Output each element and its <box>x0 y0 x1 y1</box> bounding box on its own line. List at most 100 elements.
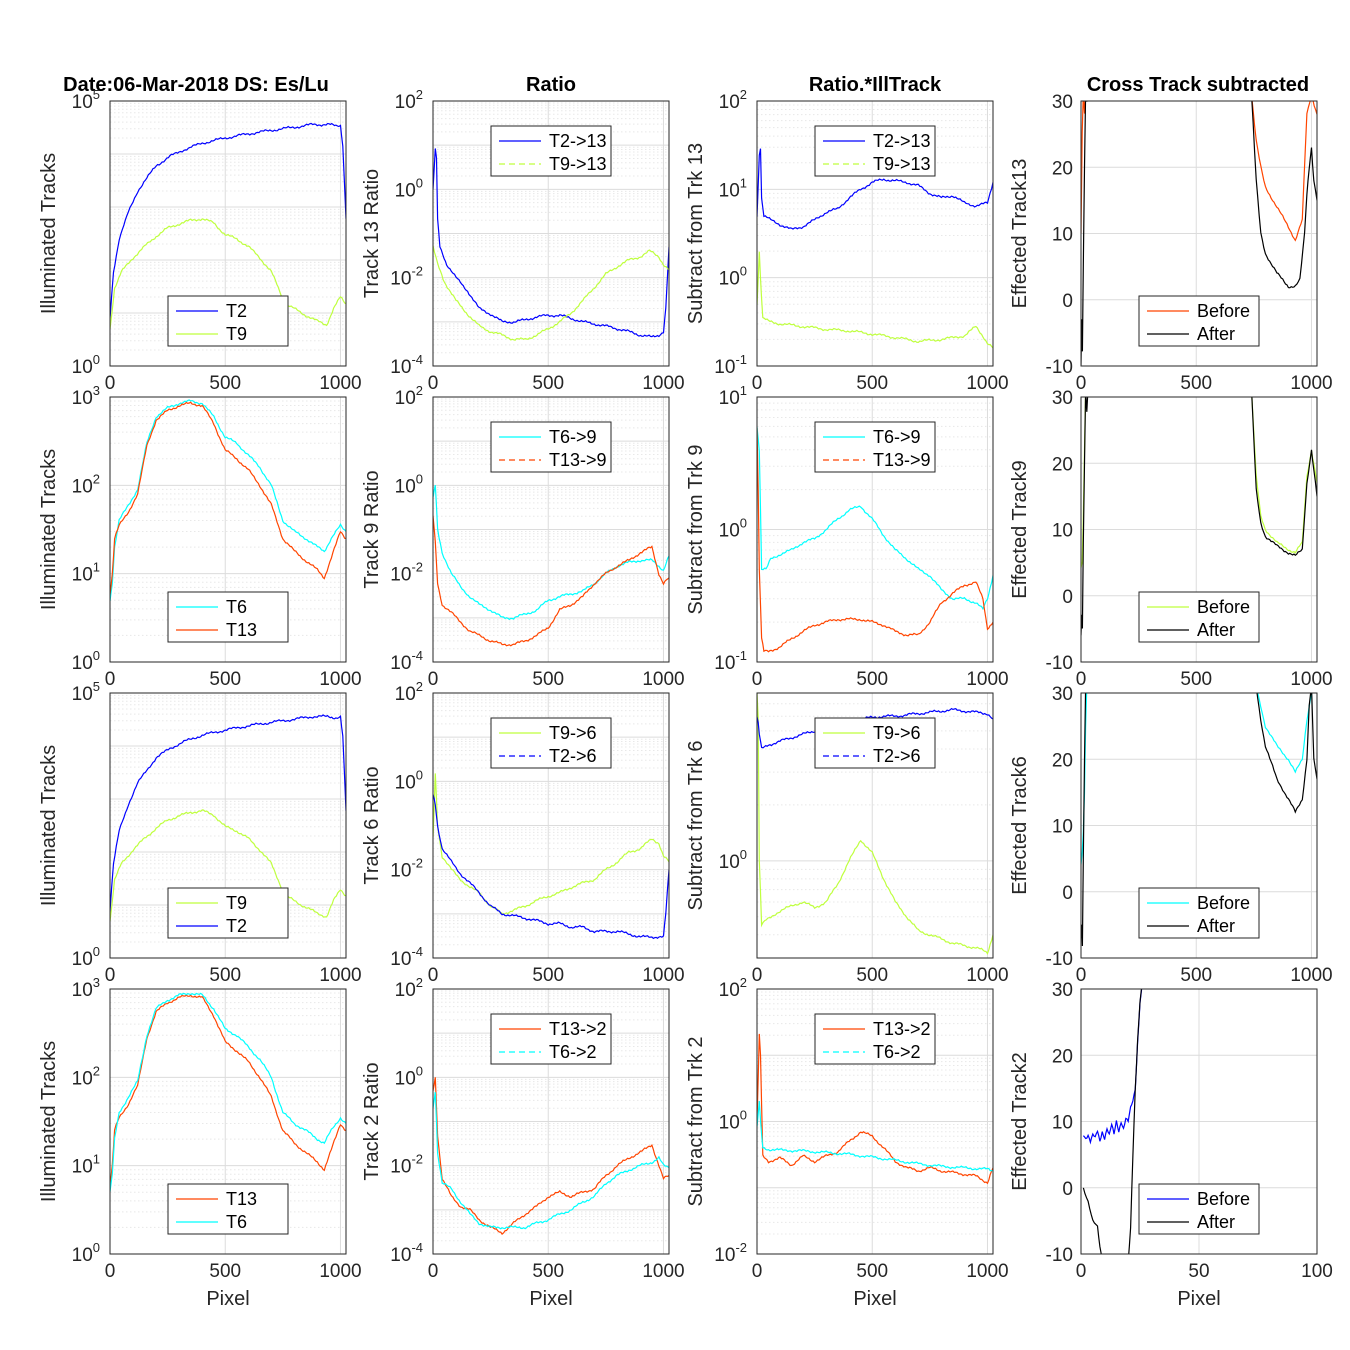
x-tick-label: 50 <box>1188 1261 1209 1282</box>
series-line-before <box>1082 989 1143 1145</box>
y-axis-label: Illuminated Tracks <box>38 745 60 906</box>
x-tick-label: 100 <box>1301 1261 1333 1282</box>
series-line-t6-2 <box>757 1100 993 1172</box>
series-group <box>433 148 669 341</box>
legend-entry: T2 <box>226 301 247 321</box>
y-tick-label: 101 <box>72 560 100 586</box>
legend: T13->2 T6->2 <box>490 1013 612 1065</box>
series-line-after <box>1082 989 1143 1254</box>
y-axis-label: Track 13 Ratio <box>361 169 383 298</box>
legend-entry: T13->9 <box>549 450 607 470</box>
series-group <box>757 693 993 955</box>
series-line-t13 <box>110 401 346 595</box>
x-tick-label: 0 <box>1076 373 1087 394</box>
y-tick-label: 100 <box>72 944 100 970</box>
y-tick-label: -10 <box>1046 949 1073 970</box>
legend-entry: T9->13 <box>873 154 931 174</box>
axes-box <box>756 692 994 959</box>
series-line-before <box>1081 397 1317 568</box>
series-line-after <box>1081 397 1317 636</box>
grid <box>432 397 669 663</box>
x-tick-label: 500 <box>209 669 241 690</box>
y-axis-label: Track 9 Ratio <box>361 470 383 588</box>
axes-box <box>432 692 670 959</box>
series-line-t13-9 <box>433 515 669 647</box>
y-tick-label: 103 <box>72 975 100 1001</box>
y-tick-label: 10-4 <box>390 944 423 970</box>
x-tick-label: 500 <box>532 1261 564 1282</box>
legend-entry: T2->6 <box>873 746 921 766</box>
series-line-t9-6 <box>433 773 669 916</box>
series-line-after <box>1081 693 1317 947</box>
x-tick-label: 500 <box>1180 965 1212 986</box>
axes-box <box>432 100 670 367</box>
series-group <box>110 399 346 602</box>
legend-entry: T13->2 <box>873 1019 931 1039</box>
legend: T13->2 T6->2 <box>814 1013 936 1065</box>
axes-box <box>756 100 994 367</box>
x-axis-label: Pixel <box>1177 1288 1220 1310</box>
x-tick-label: 0 <box>752 373 763 394</box>
y-tick-label: 10 <box>1052 521 1073 542</box>
y-tick-label: 0 <box>1062 291 1073 312</box>
series-group <box>433 1077 669 1235</box>
subplot-p22: 0 500 1000 100 Subtract from Trk 6 T9->6 T2->6 <box>685 692 1009 986</box>
grid <box>432 693 669 959</box>
y-tick-label: 102 <box>719 975 747 1001</box>
legend-entry: T9 <box>226 893 247 913</box>
legend-entry: Before <box>1197 597 1250 617</box>
legend: T6->9 T13->9 <box>490 421 612 473</box>
x-tick-label: 1000 <box>966 373 1008 394</box>
y-tick-label: 102 <box>72 1063 100 1089</box>
y-tick-label: 100 <box>395 767 423 793</box>
y-tick-label: 10-2 <box>390 560 423 586</box>
series-line-t13-2 <box>757 1033 993 1185</box>
y-tick-label: 101 <box>719 175 747 201</box>
legend-box <box>1138 887 1260 939</box>
legend-entry: After <box>1197 916 1235 936</box>
axes-box <box>109 100 347 367</box>
series-line-t13-9 <box>757 427 993 653</box>
series-line-t6 <box>110 399 346 602</box>
x-tick-label: 500 <box>209 1261 241 1282</box>
series-group <box>1081 397 1317 636</box>
legend: Before After <box>1138 1183 1260 1235</box>
legend-box <box>1138 1183 1260 1235</box>
legend-box <box>814 1013 936 1065</box>
y-tick-label: 30 <box>1052 980 1073 1001</box>
x-tick-label: 500 <box>1180 373 1212 394</box>
series-group <box>757 426 993 653</box>
x-tick-label: 500 <box>532 373 564 394</box>
y-tick-label: 10-4 <box>390 352 423 378</box>
legend-box <box>167 887 289 939</box>
x-tick-label: 0 <box>752 1261 763 1282</box>
legend-entry: T13->2 <box>549 1019 607 1039</box>
x-tick-label: 1000 <box>319 669 361 690</box>
y-tick-label: 20 <box>1052 158 1073 179</box>
legend-entry: After <box>1197 1212 1235 1232</box>
y-axis-label: Subtract from Trk 6 <box>685 740 707 910</box>
y-tick-label: 30 <box>1052 388 1073 409</box>
series-line-t9 <box>110 218 346 329</box>
legend-entry: After <box>1197 324 1235 344</box>
series-line-t9 <box>110 809 346 922</box>
y-tick-label: 30 <box>1052 684 1073 705</box>
y-tick-label: 103 <box>72 383 100 409</box>
x-tick-label: 500 <box>856 1261 888 1282</box>
series-line-t2-13 <box>433 148 669 338</box>
legend-box <box>1138 295 1260 347</box>
legend-entry: T6 <box>226 597 247 617</box>
legend-entry: T6 <box>226 1212 247 1232</box>
y-tick-label: 100 <box>395 175 423 201</box>
legend-entry: T6->2 <box>549 1042 597 1062</box>
y-axis-label: Subtract from Trk 2 <box>685 1036 707 1206</box>
legend: T2->13 T9->13 <box>490 125 612 177</box>
grid <box>109 101 346 367</box>
column-title-4: Cross Track subtracted <box>1087 74 1309 96</box>
x-tick-label: 500 <box>209 965 241 986</box>
